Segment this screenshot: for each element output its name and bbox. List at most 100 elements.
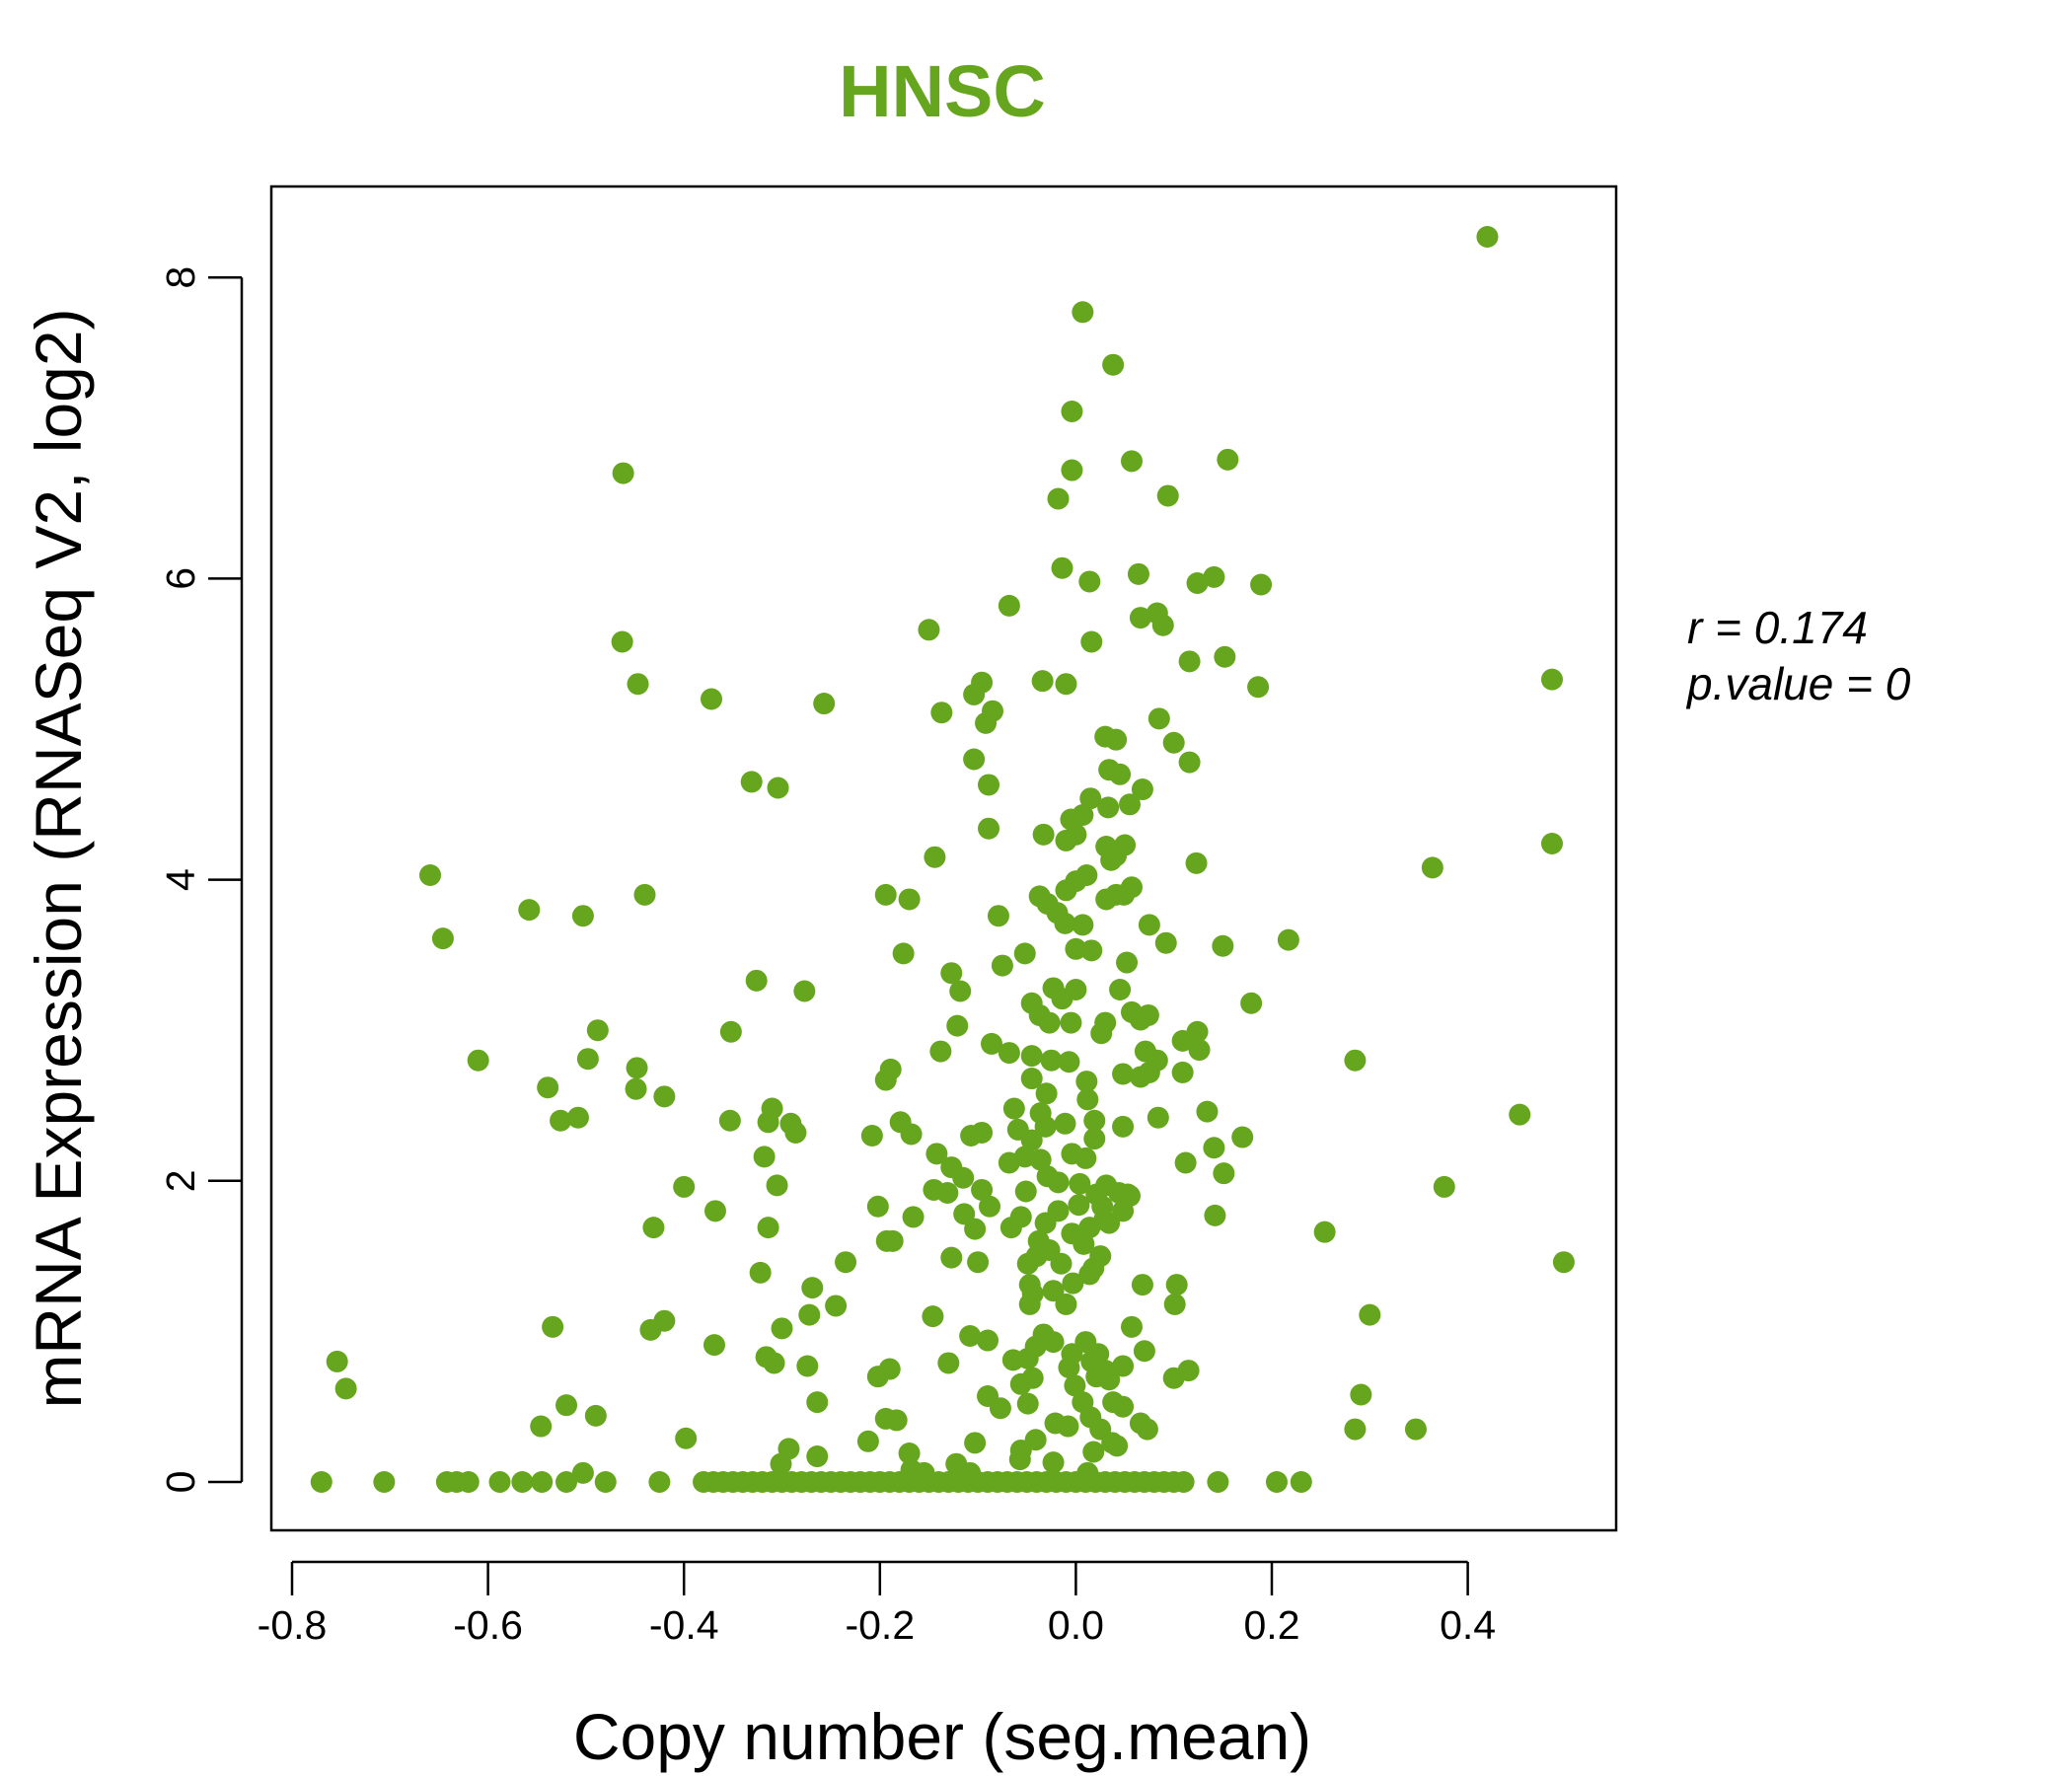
data-point: [1072, 803, 1094, 826]
data-point: [1265, 1471, 1288, 1493]
data-point: [1042, 1451, 1065, 1474]
data-point: [571, 905, 594, 927]
data-point: [918, 619, 940, 641]
data-point: [874, 1069, 897, 1091]
data-point: [1029, 1148, 1052, 1171]
data-point: [1013, 942, 1036, 965]
y-axis-label: mRNA Expression (RNASeq V2, log2): [22, 308, 95, 1408]
data-point: [1008, 1448, 1031, 1471]
data-point: [1098, 1369, 1121, 1391]
data-point: [1079, 787, 1102, 810]
data-point: [1065, 937, 1087, 960]
data-point: [467, 1049, 489, 1072]
data-point: [1061, 401, 1083, 423]
data-point: [1058, 1357, 1080, 1379]
data-point: [1131, 1274, 1153, 1296]
data-point: [1404, 1418, 1427, 1441]
data-point: [1172, 1471, 1195, 1493]
data-point: [1112, 1063, 1135, 1085]
x-tick-label: -0.4: [649, 1602, 719, 1648]
data-point: [999, 1217, 1022, 1239]
plot-frame: [269, 185, 1618, 1532]
data-point: [594, 1471, 617, 1493]
data-point: [1054, 1112, 1076, 1135]
data-point: [633, 883, 656, 906]
data-points: [310, 225, 1575, 1493]
data-point: [531, 1471, 554, 1493]
data-point: [860, 1125, 883, 1147]
data-point: [1171, 1029, 1194, 1052]
data-point: [971, 1178, 994, 1201]
data-point: [1016, 1347, 1039, 1369]
data-point: [555, 1394, 578, 1417]
data-point: [1072, 914, 1094, 936]
data-point: [1476, 225, 1499, 248]
data-point: [1129, 1008, 1151, 1031]
data-point: [1421, 856, 1443, 879]
data-point: [1098, 1212, 1121, 1234]
data-point: [806, 1391, 829, 1414]
data-point: [1204, 1204, 1226, 1226]
data-point: [1058, 1051, 1080, 1073]
p-value: p.value = 0: [1685, 658, 1911, 709]
data-point: [930, 702, 953, 724]
data-point: [1051, 988, 1073, 1010]
data-point: [1014, 1180, 1037, 1203]
data-point: [991, 954, 1013, 977]
data-point: [1054, 912, 1076, 934]
data-point: [1047, 487, 1070, 510]
data-point: [1147, 1106, 1169, 1129]
data-point: [940, 962, 963, 985]
data-point: [952, 1166, 975, 1189]
data-point: [1035, 1082, 1058, 1105]
data-point: [419, 864, 442, 887]
data-point: [1127, 562, 1149, 585]
data-point: [1112, 1395, 1135, 1418]
data-point: [1207, 1471, 1229, 1493]
data-point: [1121, 450, 1144, 473]
data-point: [766, 1174, 788, 1197]
data-point: [757, 1217, 779, 1239]
data-point: [1074, 1147, 1097, 1169]
data-point: [925, 1143, 948, 1165]
x-axis: -0.8 -0.6 -0.4 -0.2 0.0 0.2 0.4: [258, 1560, 1496, 1648]
data-point: [740, 771, 763, 793]
data-point: [1540, 668, 1563, 691]
data-point: [1186, 571, 1209, 594]
data-point: [1072, 301, 1094, 324]
data-point: [936, 1182, 959, 1205]
data-point: [770, 1452, 792, 1475]
data-point: [1129, 607, 1151, 629]
data-point: [1034, 1212, 1057, 1234]
data-point: [1075, 1071, 1098, 1093]
data-point: [627, 673, 649, 696]
data-point: [1178, 650, 1201, 673]
data-point: [1060, 1011, 1082, 1034]
data-point: [892, 942, 915, 965]
data-point: [1065, 823, 1087, 846]
data-point: [571, 1461, 594, 1484]
data-point: [1069, 1172, 1091, 1195]
data-point: [1509, 1103, 1531, 1126]
data-point: [1250, 573, 1273, 596]
data-point: [1042, 1331, 1065, 1354]
x-tick-label: -0.8: [258, 1602, 328, 1648]
data-point: [981, 700, 1003, 722]
data-point: [1082, 1441, 1105, 1463]
y-tick-label: 2: [158, 1169, 203, 1192]
data-point: [963, 748, 986, 771]
data-point: [763, 1352, 785, 1374]
data-point: [959, 1324, 982, 1347]
data-point: [1217, 448, 1239, 471]
data-point: [929, 1040, 952, 1063]
data-point: [1185, 851, 1208, 874]
data-point: [1038, 1011, 1061, 1034]
data-point: [457, 1471, 480, 1493]
data-point: [1203, 565, 1225, 588]
data-point: [566, 1106, 589, 1129]
data-point: [488, 1471, 511, 1493]
data-point: [1020, 1045, 1043, 1068]
data-point: [1188, 1039, 1211, 1062]
data-point: [1112, 1115, 1135, 1138]
data-point: [1020, 1129, 1043, 1151]
